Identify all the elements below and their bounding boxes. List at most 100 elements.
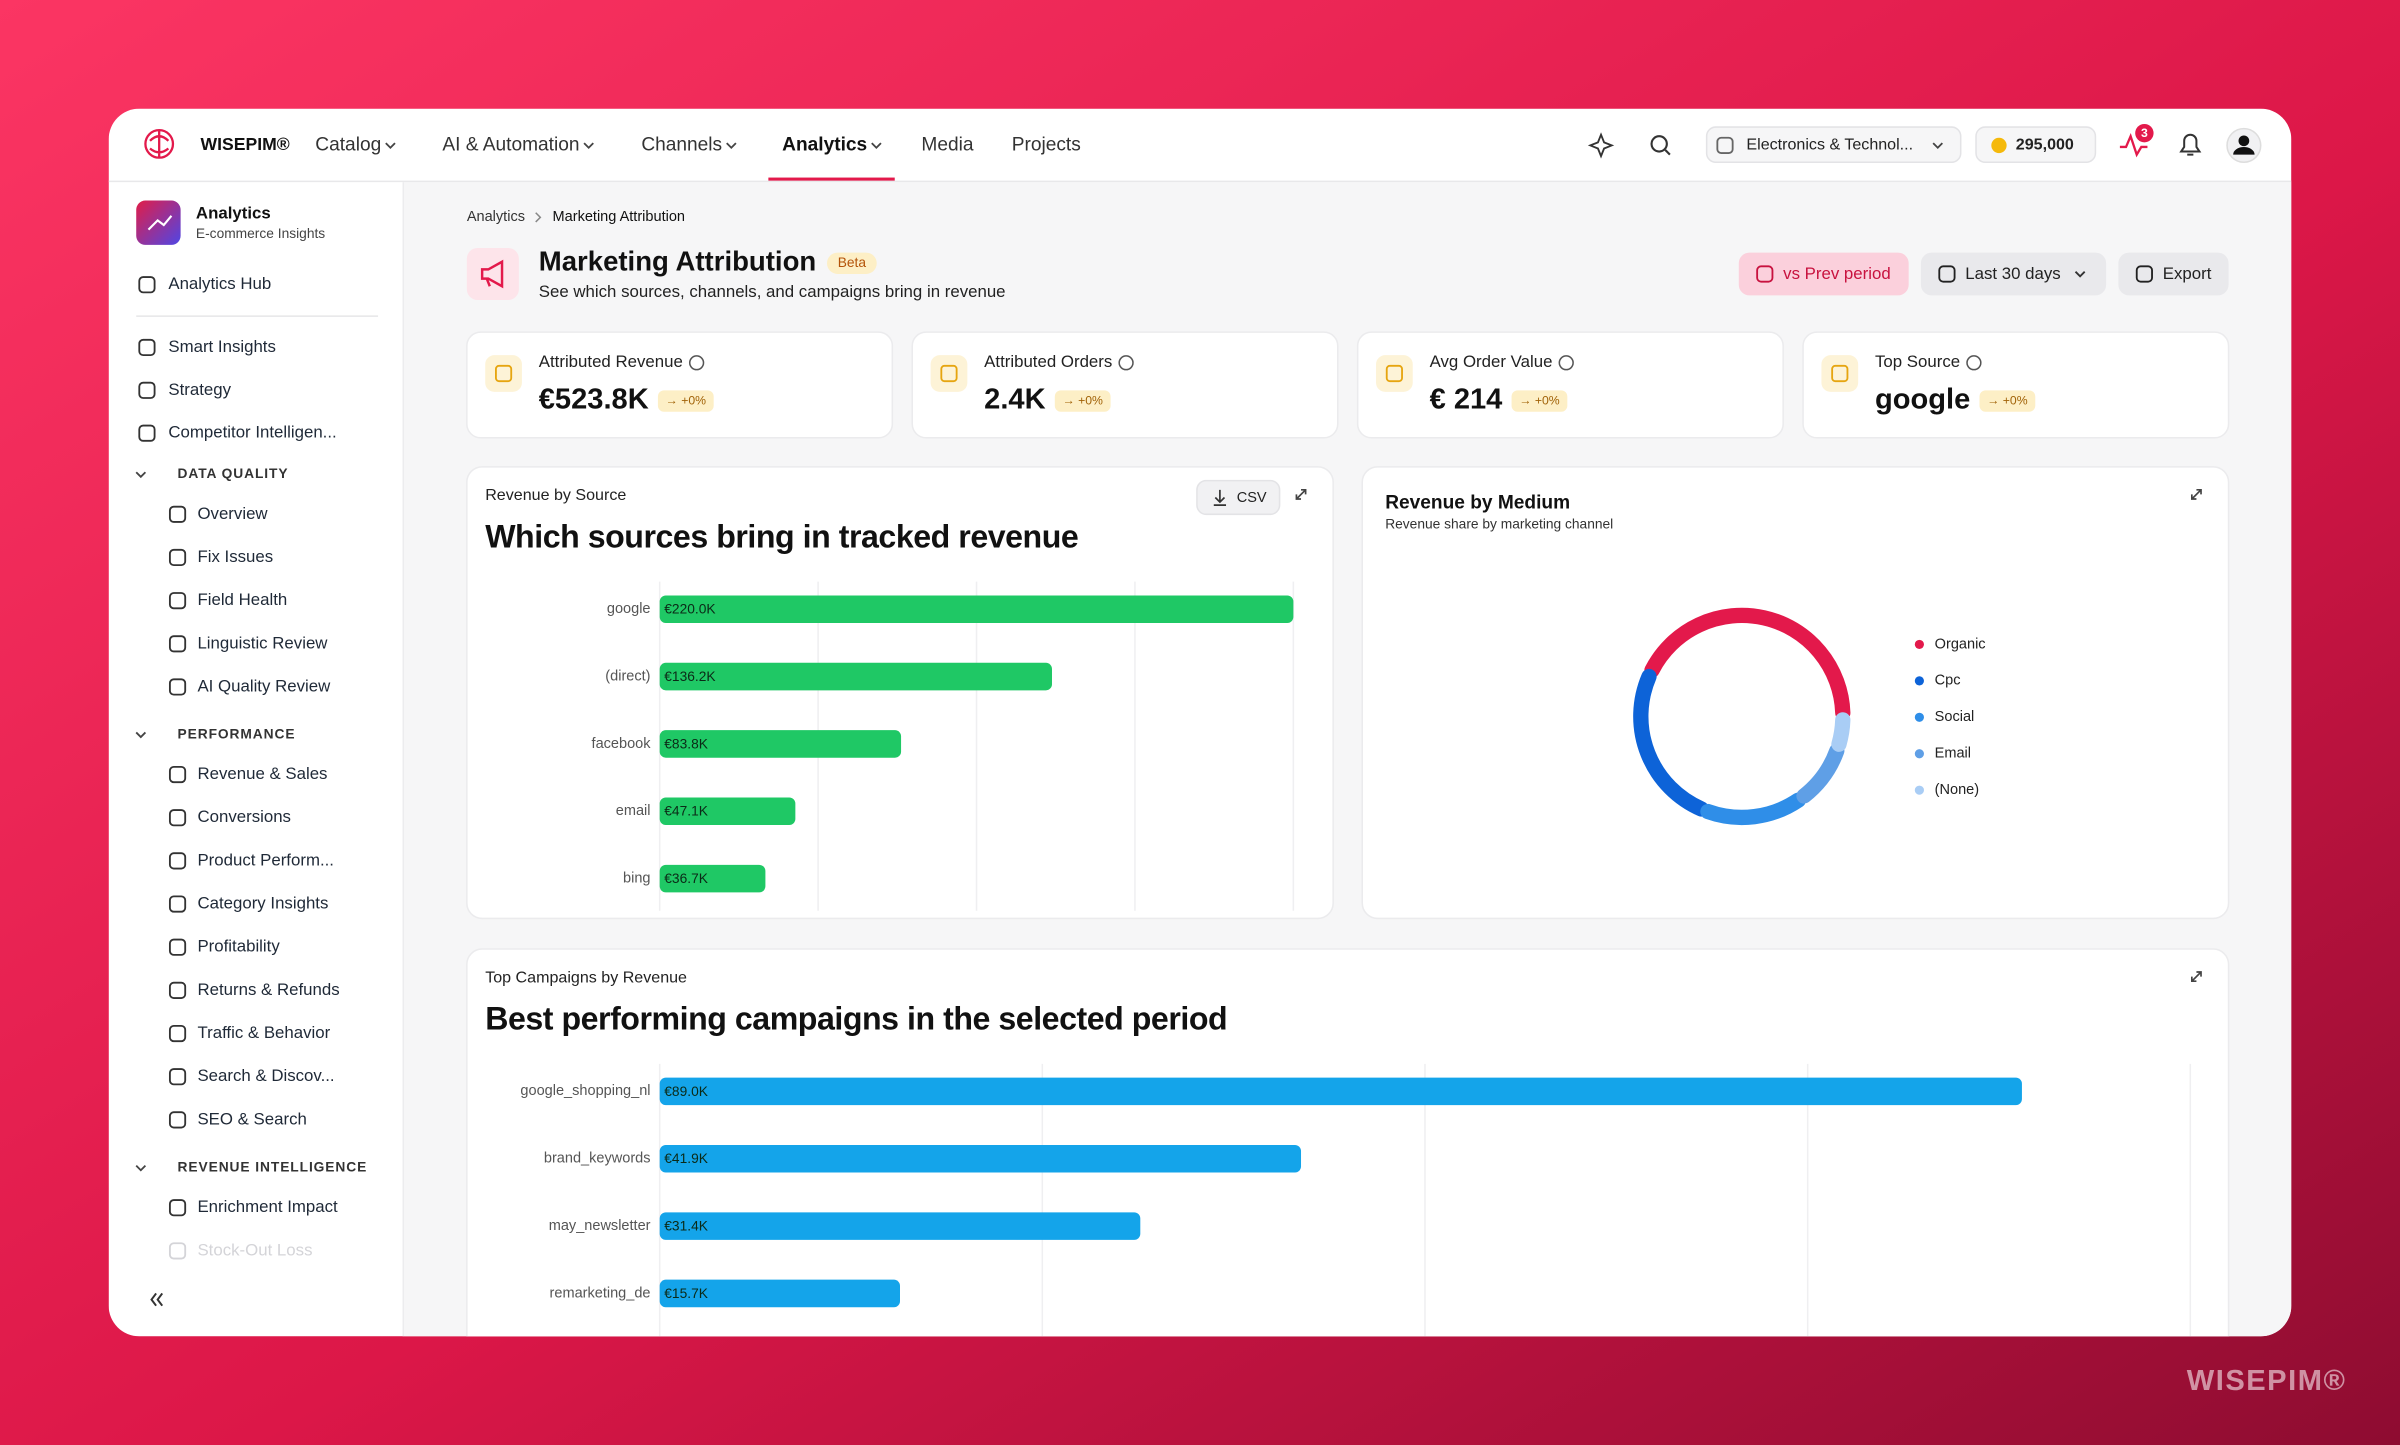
sidebar-item[interactable]: AI Quality Review <box>197 676 331 695</box>
bar <box>659 1279 900 1308</box>
sidebar-item[interactable]: Fix Issues <box>197 547 273 566</box>
category-label: google_shopping_nl <box>520 1083 650 1099</box>
brand: WISEPIM® <box>201 134 290 154</box>
sidebar-item[interactable]: Revenue & Sales <box>197 764 327 783</box>
notification-count: 3 <box>2141 126 2148 140</box>
sidebar-item[interactable]: Smart Insights <box>168 337 276 356</box>
nav-underline <box>768 177 895 181</box>
sidebar-item[interactable]: SEO & Search <box>197 1109 306 1128</box>
sidebar-item[interactable]: Competitor Intelligen... <box>168 423 336 442</box>
icon <box>168 938 187 956</box>
sidebar-subtitle: E-commerce Insights <box>196 226 325 241</box>
kpi-change: → +0% <box>666 393 707 407</box>
section-title[interactable]: DATA QUALITY <box>178 466 289 481</box>
sidebar-item[interactable]: Conversions <box>197 807 291 826</box>
action-button[interactable] <box>2118 252 2229 296</box>
kpi-value: 2.4K <box>984 384 1045 416</box>
sidebar-item[interactable]: Enrichment Impact <box>197 1197 338 1216</box>
legend-label[interactable]: Email <box>1935 746 1971 762</box>
legend-dot <box>1914 712 1924 722</box>
csv-label[interactable]: CSV <box>1237 490 1267 506</box>
nav-item[interactable]: Analytics <box>782 134 867 155</box>
category-label: bing <box>623 870 650 886</box>
sidebar-item[interactable]: Traffic & Behavior <box>197 1023 330 1042</box>
workspace-select[interactable] <box>1705 126 1962 164</box>
kpi-label: Attributed Orders <box>984 352 1112 371</box>
chart-label: Top Campaigns by Revenue <box>485 968 687 986</box>
info-icon <box>1118 355 1134 371</box>
bar <box>659 797 796 826</box>
kpi-change: → +0% <box>1987 393 2028 407</box>
chevron <box>583 142 594 150</box>
page-icon <box>466 247 519 301</box>
sidebar-item[interactable]: Field Health <box>197 590 287 609</box>
chart-subtitle: Revenue share by marketing channel <box>1385 517 1613 532</box>
sidebar-item[interactable]: Profitability <box>197 937 280 956</box>
collapse[interactable] <box>150 1292 164 1307</box>
chart-card <box>466 948 2230 1337</box>
ai-icon[interactable] <box>1587 132 1615 159</box>
activity-icon[interactable] <box>2119 133 2148 158</box>
info-icon <box>688 355 705 371</box>
legend-label[interactable]: Organic <box>1935 636 1986 652</box>
badge: Beta <box>838 255 867 270</box>
bell-icon[interactable] <box>2179 133 2202 156</box>
sidebar-item[interactable]: Returns & Refunds <box>197 980 339 999</box>
section-title[interactable]: REVENUE INTELLIGENCE <box>178 1160 368 1175</box>
action-label[interactable]: Last 30 days <box>1965 264 2060 283</box>
kpi-value: google <box>1875 384 1970 416</box>
sidebar-item[interactable]: Strategy <box>168 380 231 399</box>
nav-item[interactable]: Media <box>921 134 973 155</box>
legend-dot <box>1914 785 1924 795</box>
credits[interactable] <box>1975 126 2097 164</box>
section-title[interactable]: PERFORMANCE <box>178 726 296 741</box>
sidebar-item[interactable]: Stock-Out Loss <box>197 1240 312 1259</box>
donut-segment <box>1633 668 1710 817</box>
action-button[interactable] <box>1920 252 2107 296</box>
kpi-label: Top Source <box>1875 352 1960 371</box>
icon <box>168 635 187 653</box>
value-label: €89.0K <box>664 1084 708 1099</box>
expand-icon[interactable] <box>2190 971 2202 983</box>
icon <box>1716 136 1734 154</box>
expand-icon[interactable] <box>1295 488 1307 500</box>
search-icon[interactable] <box>1650 135 1668 153</box>
icon <box>168 852 187 870</box>
sidebar-item[interactable]: Linguistic Review <box>197 633 328 652</box>
donut-segment <box>1644 607 1851 721</box>
action-button[interactable] <box>1738 252 1909 296</box>
kpi-card <box>911 331 1339 439</box>
icon <box>168 981 187 999</box>
action-label[interactable]: Export <box>2163 264 2212 283</box>
download-icon <box>1213 489 1227 506</box>
legend-label[interactable]: Social <box>1935 709 1975 725</box>
nav-item[interactable]: Projects <box>1012 134 1081 155</box>
expand-icon[interactable] <box>2190 488 2202 500</box>
nav-item[interactable]: Channels <box>641 134 722 155</box>
sidebar-item[interactable]: Analytics Hub <box>168 274 271 293</box>
nav-item[interactable]: AI & Automation <box>442 134 579 155</box>
legend-label[interactable]: Cpc <box>1935 673 1961 689</box>
legend-label[interactable]: (None) <box>1935 782 1979 798</box>
info-icon <box>1558 355 1574 371</box>
nav-item[interactable]: Catalog <box>315 134 381 155</box>
chevron <box>385 142 396 150</box>
action-label[interactable]: vs Prev period <box>1783 264 1891 283</box>
legend-dot <box>1914 639 1924 650</box>
chevron <box>871 142 882 150</box>
badge-bg <box>826 252 877 274</box>
icon <box>168 548 187 567</box>
chevron <box>1932 142 1943 150</box>
sidebar-item[interactable]: Product Perform... <box>197 850 334 869</box>
kpi-glyph <box>940 364 958 383</box>
sidebar-item[interactable]: Overview <box>197 504 268 523</box>
sidebar-item[interactable]: Category Insights <box>197 893 328 912</box>
breadcrumb[interactable]: Analytics <box>467 209 525 225</box>
kpi-card <box>1356 331 1784 439</box>
breadcrumb-sep <box>535 212 542 223</box>
sidebar-item[interactable]: Search & Discov... <box>197 1066 334 1085</box>
icon <box>168 809 187 827</box>
bar <box>659 1144 1302 1173</box>
workspace-name: Electronics & Technol... <box>1746 136 1913 154</box>
sidebar-title: Analytics <box>196 204 271 223</box>
